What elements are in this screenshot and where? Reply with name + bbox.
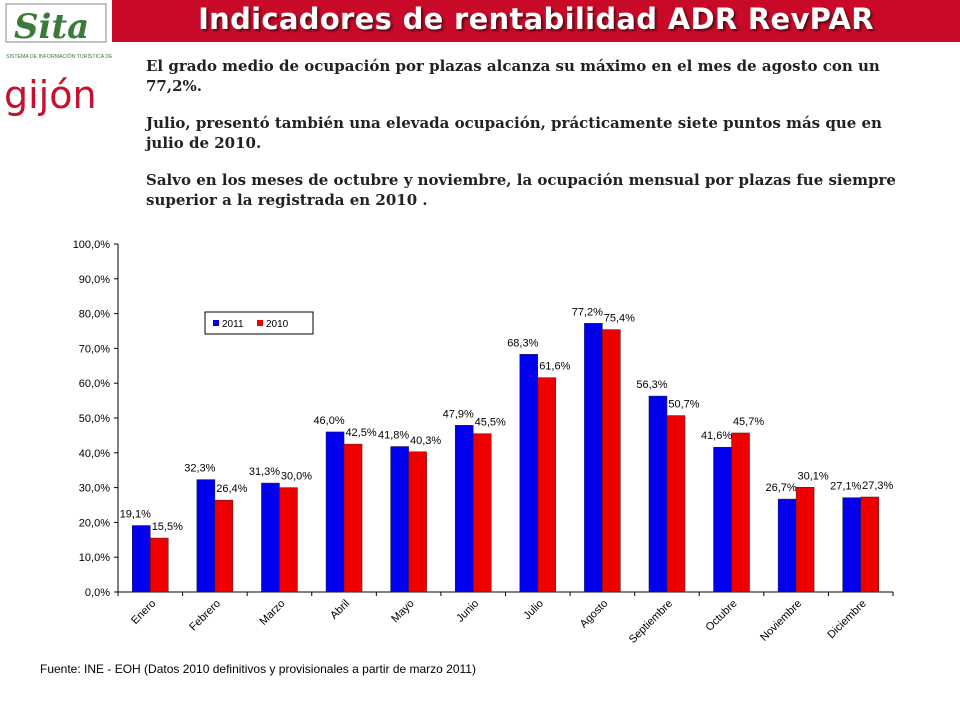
data-label-2011: 27,1% (830, 481, 861, 493)
x-category-label: Enero (129, 598, 158, 627)
data-label-2011: 26,7% (766, 482, 797, 494)
data-label-2010: 42,5% (345, 427, 376, 439)
bar-2010 (537, 377, 557, 593)
occupancy-bar-chart: 0,0% 10,0% 20,0% 30,0% 40,0% 50,0% 60,0% 70,0% 8… (73, 239, 894, 646)
legend-label-2011: 2011 (222, 319, 244, 330)
bar-2011 (132, 525, 151, 593)
data-label-2010: 27,3% (862, 480, 893, 492)
y-tick-label: 40,0% (79, 448, 110, 460)
bar-2010 (602, 329, 621, 593)
data-label-2010: 61,6% (539, 361, 570, 373)
bar-2010 (666, 415, 686, 593)
bar-2011 (519, 354, 539, 593)
data-label-2010: 30,1% (798, 470, 829, 482)
paragraph-3: Salvo en los meses de octubre y noviembr… (146, 171, 896, 209)
data-label-2011: 68,3% (507, 337, 538, 349)
x-category-label: Marzo (257, 598, 287, 628)
x-category-label: Mayo (389, 598, 417, 626)
legend-label-2010: 2010 (266, 319, 289, 330)
bar-2011 (390, 446, 409, 593)
bar-2011 (454, 425, 474, 593)
bar-2011 (261, 482, 280, 593)
x-category-label: Agosto (578, 598, 611, 631)
y-tick-label: 50,0% (79, 413, 110, 425)
y-tick-label: 60,0% (79, 378, 110, 390)
paragraph-1: El grado medio de ocupación por plazas a… (146, 57, 880, 95)
data-label-2011: 31,3% (249, 466, 280, 478)
x-category-label: Abril (328, 598, 352, 622)
x-category-label: Junio (454, 598, 481, 625)
data-label-2011: 46,0% (313, 415, 344, 427)
data-label-2011: 19,1% (120, 509, 151, 521)
data-label-2011: 32,3% (184, 463, 215, 475)
bar-2010 (214, 499, 234, 593)
bar-2010 (731, 432, 750, 593)
data-label-2010: 45,7% (733, 416, 764, 428)
bar-2011 (713, 446, 732, 593)
data-label-2010: 30,0% (281, 471, 312, 483)
title-bar: Indicadores de rentabilidad ADR RevPAR (112, 0, 960, 42)
data-label-2010: 15,5% (152, 521, 183, 533)
bar-2010 (795, 487, 815, 593)
x-category-label: Octubre (704, 598, 740, 634)
bar-2010 (472, 433, 492, 593)
y-tick-label: 20,0% (79, 517, 110, 529)
data-label-2011: 41,6% (701, 430, 732, 442)
bar-2010 (279, 487, 298, 593)
data-label-2010: 26,4% (216, 483, 247, 495)
data-label-2011: 41,8% (378, 430, 409, 442)
x-category-label: Diciembre (825, 598, 868, 641)
x-category-label: Febrero (187, 598, 223, 634)
y-tick-label: 70,0% (79, 343, 110, 355)
data-label-2011: 77,2% (572, 306, 603, 318)
x-category-label: Noviembre (758, 598, 804, 644)
logo-city: gijón (4, 73, 97, 117)
y-tick-label: 0,0% (85, 587, 110, 599)
bar-2010 (343, 443, 363, 593)
y-tick-label: 90,0% (79, 274, 110, 286)
y-tick-label: 100,0% (73, 239, 111, 251)
data-label-2010: 40,3% (410, 435, 441, 447)
bar-2010 (860, 496, 879, 593)
legend-swatch-2010 (257, 320, 263, 326)
bar-2011 (777, 498, 797, 593)
bar-2011 (842, 497, 861, 593)
data-label-2011: 47,9% (443, 408, 474, 420)
data-label-2010: 45,5% (475, 417, 506, 429)
logo-subtitle: SISTEMA DE INFORMACIÓN TURÍSTICA DE ASTU… (6, 53, 112, 60)
bar-2010 (408, 451, 427, 593)
paragraph-2: Julio, presentó también una elevada ocup… (146, 114, 882, 152)
sita-gijon-logo: Sita SISTEMA DE INFORMACIÓN TURÍSTICA DE… (0, 0, 140, 120)
legend-swatch-2011 (213, 320, 219, 326)
data-label-2010: 50,7% (668, 399, 699, 411)
bar-2011 (196, 479, 216, 593)
y-tick-label: 30,0% (79, 483, 110, 495)
bar-2011 (325, 431, 345, 593)
bar-2011 (648, 395, 668, 593)
x-category-label: Septiembre (627, 598, 675, 646)
data-label-2010: 75,4% (604, 313, 635, 325)
y-tick-label: 80,0% (79, 309, 110, 321)
y-tick-label: 10,0% (79, 552, 110, 564)
bar-2010 (150, 537, 169, 593)
source-note: Fuente: INE - EOH (Datos 2010 definitivo… (40, 662, 476, 676)
logo-wordmark: Sita (14, 7, 89, 47)
data-label-2011: 56,3% (636, 379, 667, 391)
x-category-label: Julio (521, 598, 545, 622)
bar-2011 (584, 323, 603, 593)
page-title: Indicadores de rentabilidad ADR RevPAR (198, 2, 874, 36)
